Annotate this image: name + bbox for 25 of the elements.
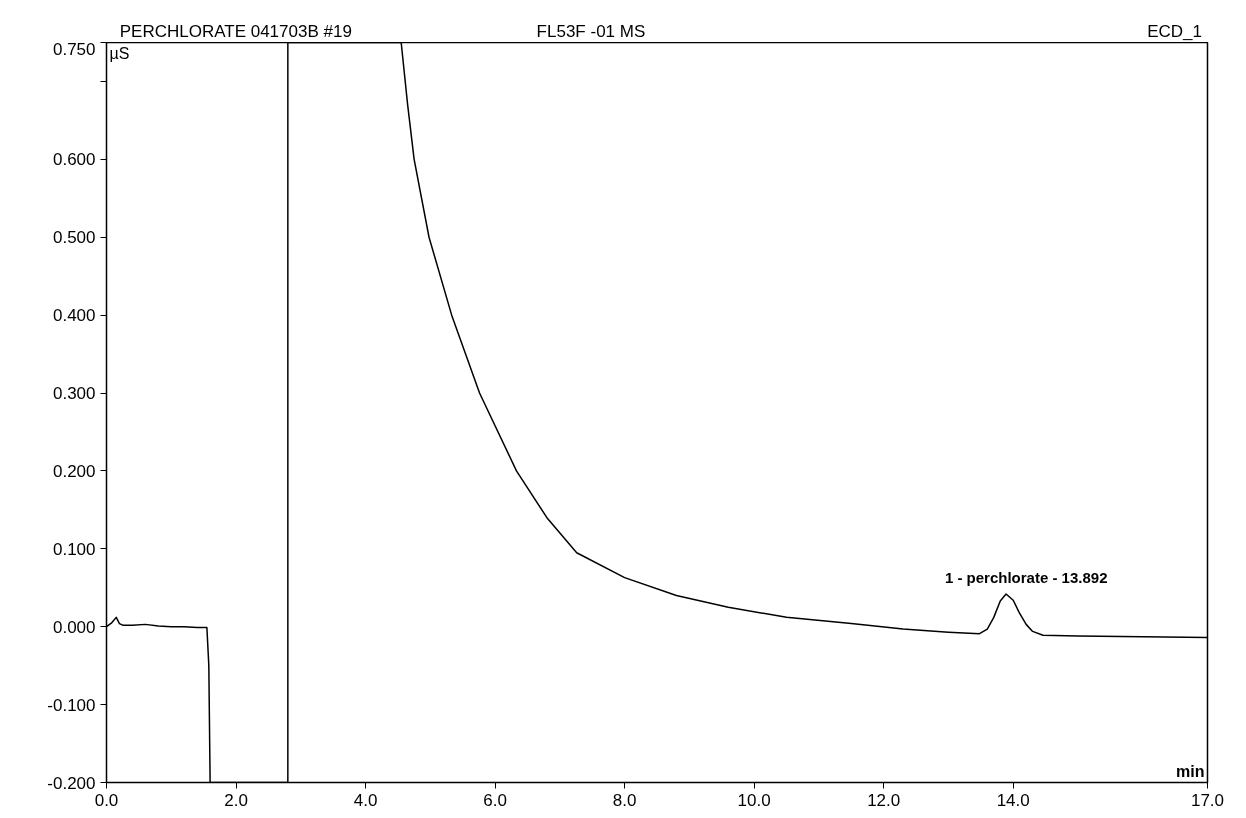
- x-axis-title: min: [1176, 762, 1205, 780]
- y-axis-title: µS: [109, 44, 130, 62]
- y-tick-label: 0.200: [52, 461, 96, 481]
- y-tick-label: 0.000: [52, 617, 96, 637]
- chart-title: PERCHLORATE 041703B #19: [119, 21, 352, 41]
- x-tick-label: 14.0: [996, 790, 1030, 810]
- x-tick-label: 17.0: [1190, 790, 1225, 810]
- y-tick-label: 0.750: [52, 39, 96, 59]
- y-tick-label: -0.200: [47, 773, 96, 793]
- y-tick-label: 0.600: [52, 150, 96, 170]
- x-tick-label: 0.0: [94, 790, 119, 810]
- x-tick-label: 12.0: [867, 790, 901, 810]
- annotation: 1 - perchlorate - 13.892: [944, 568, 1108, 586]
- y-tick-label: 0.500: [52, 228, 96, 248]
- y-tick-label: -0.100: [47, 695, 96, 715]
- x-tick-label: 10.0: [737, 790, 771, 810]
- y-tick-label: 0.300: [52, 384, 96, 404]
- chart-subtitle: FL53F -01 MS: [536, 21, 646, 41]
- x-tick-label: 2.0: [224, 790, 248, 810]
- x-tick-label: 6.0: [483, 790, 507, 810]
- x-tick-label: 4.0: [353, 790, 378, 810]
- y-tick-label: 0.400: [52, 306, 96, 326]
- text: ECD_1: [1147, 21, 1203, 41]
- y-tick-label: 0.100: [52, 539, 96, 559]
- x-tick-label: 8.0: [612, 790, 637, 810]
